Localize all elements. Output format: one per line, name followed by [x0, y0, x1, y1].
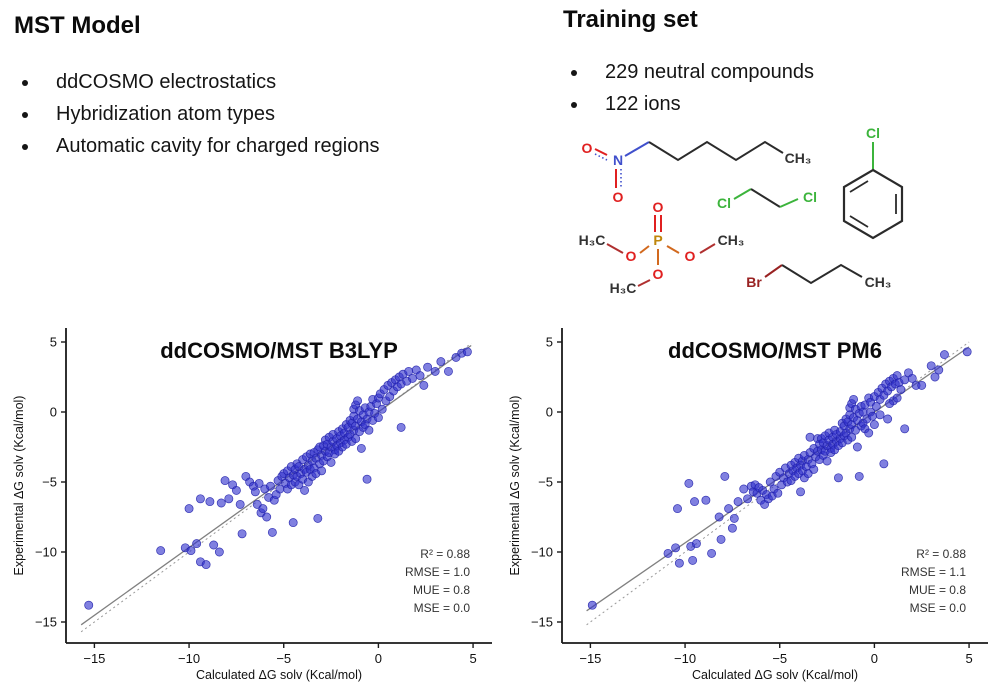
stat-line: RMSE = 1.1 [901, 565, 966, 579]
atom-label-methyl: CH₃ [785, 150, 812, 166]
scatter-plot-pm6: −15 −10 −5 0 5 5 0 −5 −10 −15 ddCOSMO/MST PM6 R² = … [508, 328, 988, 682]
atom-label-methyl: H₃C [579, 232, 606, 248]
charts-row: −15 −10 −5 0 5 5 0 −5 −10 −15 ddCOSMO/MST B3LYP R² … [0, 320, 1000, 689]
mst-model-panel: MST Model ddCOSMO electrostatics Hybridi… [14, 12, 514, 162]
atom-label-bromine: Br [746, 274, 762, 290]
x-tick-label: −15 [579, 651, 601, 666]
molecule-trimethyl-phosphate-icon: O P O O O H₃C CH₃ H₃C [579, 199, 745, 296]
stat-line: MSE = 0.0 [910, 601, 967, 615]
x-tick-label: 0 [871, 651, 878, 666]
stat-line: MUE = 0.8 [909, 583, 966, 597]
x-tick-label: −5 [772, 651, 787, 666]
scatter-points [84, 347, 472, 610]
plot-title: ddCOSMO/MST B3LYP [160, 338, 398, 363]
y-tick-label: −10 [531, 545, 553, 560]
y-tick-label: 5 [50, 335, 57, 350]
x-tick-label: −10 [674, 651, 696, 666]
x-tick-label: 5 [469, 651, 476, 666]
atom-label-methyl: CH₃ [718, 232, 745, 248]
training-set-panel: Training set 229 neutral compounds 122 i… [563, 6, 993, 120]
y-axis-label: Experimental ΔG solv (Kcal/mol) [12, 396, 26, 576]
x-tick-label: −15 [83, 651, 105, 666]
bullet-item: Automatic cavity for charged regions [40, 130, 514, 162]
bullet-item: Hybridization atom types [40, 98, 514, 130]
y-tick-label: −5 [42, 475, 57, 490]
atom-label-oxygen: O [613, 189, 624, 205]
atom-label-oxygen: O [626, 248, 637, 264]
atom-label-oxygen: O [653, 199, 664, 215]
training-set-bullet-list: 229 neutral compounds 122 ions [563, 56, 993, 120]
training-set-molecules-figure: O N O CH₃ Cl Cl Cl [579, 125, 904, 296]
x-tick-label: 0 [375, 651, 382, 666]
mst-model-title: MST Model [14, 12, 141, 39]
y-tick-label: 5 [546, 335, 553, 350]
atom-label-phosphorus: P [653, 232, 662, 248]
atom-label-oxygen: O [653, 266, 664, 282]
stats-block: R² = 0.88 RMSE = 1.0 MUE = 0.8 MSE = 0.0 [405, 547, 470, 615]
atom-label-nitrogen: N [613, 152, 623, 168]
molecule-bromobutane-icon: Br CH₃ [746, 263, 892, 290]
atom-label-methyl: CH₃ [865, 274, 892, 290]
atom-label-oxygen: O [582, 140, 593, 156]
x-tick-label: −5 [276, 651, 291, 666]
stat-line: MSE = 0.0 [414, 601, 471, 615]
y-tick-label: −15 [35, 615, 57, 630]
atom-label-chlorine: Cl [717, 195, 731, 211]
y-tick-label: 0 [50, 405, 57, 420]
stat-line: RMSE = 1.0 [405, 565, 470, 579]
identity-line [80, 342, 472, 633]
stat-line: R² = 0.88 [916, 547, 966, 561]
atom-label-chlorine: Cl [866, 125, 880, 141]
atom-label-chlorine: Cl [803, 189, 817, 205]
bullet-item: 229 neutral compounds [589, 56, 993, 88]
x-axis-label: Calculated ΔG solv (Kcal/mol) [692, 668, 858, 682]
axes: −15 −10 −5 0 5 5 0 −5 −10 −15 [531, 328, 988, 666]
plot-title: ddCOSMO/MST PM6 [668, 338, 882, 363]
x-tick-label: −10 [178, 651, 200, 666]
atom-label-oxygen: O [685, 248, 696, 264]
y-tick-label: 0 [546, 405, 553, 420]
scatter-points [587, 347, 972, 610]
y-tick-label: −10 [35, 545, 57, 560]
bullet-item: ddCOSMO electrostatics [40, 66, 514, 98]
atom-label-methyl: H₃C [610, 280, 637, 296]
mst-model-bullet-list: ddCOSMO electrostatics Hybridization ato… [14, 66, 514, 162]
training-set-title: Training set [563, 6, 698, 33]
stat-line: MUE = 0.8 [413, 583, 470, 597]
stat-line: R² = 0.88 [420, 547, 470, 561]
x-tick-label: 5 [965, 651, 972, 666]
axes: −15 −10 −5 0 5 5 0 −5 −10 −15 [35, 328, 492, 666]
molecule-nitrohexane-icon: O N O CH₃ [582, 140, 812, 205]
bullet-item: 122 ions [589, 88, 993, 120]
y-tick-label: −15 [531, 615, 553, 630]
fit-line [80, 344, 472, 626]
molecule-dichloroethane-icon: Cl Cl [717, 188, 817, 211]
x-axis-label: Calculated ΔG solv (Kcal/mol) [196, 668, 362, 682]
y-tick-label: −5 [538, 475, 553, 490]
molecule-chlorobenzene-icon: Cl [842, 125, 904, 240]
y-axis-label: Experimental ΔG solv (Kcal/mol) [508, 396, 522, 576]
stats-block: R² = 0.88 RMSE = 1.1 MUE = 0.8 MSE = 0.0 [901, 547, 966, 615]
scatter-plot-b3lyp: −15 −10 −5 0 5 5 0 −5 −10 −15 ddCOSMO/MST B3LYP R² … [12, 328, 492, 682]
